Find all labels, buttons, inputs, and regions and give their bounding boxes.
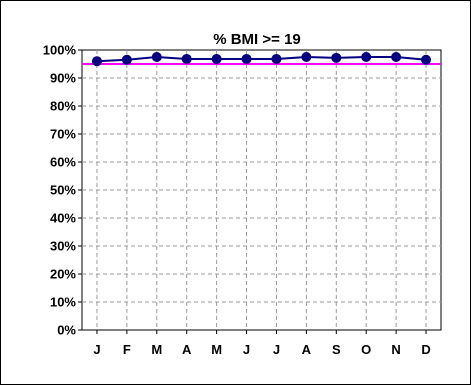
- plot-area: [81, 49, 442, 331]
- data-point: [361, 52, 372, 62]
- y-tick-label: 60%: [50, 155, 76, 170]
- y-tick-label: 40%: [50, 211, 76, 226]
- data-point: [211, 53, 222, 64]
- data-point: [391, 52, 402, 62]
- x-tick-label: S: [332, 342, 341, 357]
- x-tick-label: N: [391, 342, 400, 357]
- data-point: [181, 53, 192, 64]
- x-tick-label: A: [182, 342, 192, 357]
- axes: 0% 10% 20% 30% 40% 50% 60% 70% 80% 90% 100% J F M A M J J…: [43, 43, 431, 358]
- y-tick-label: 10%: [50, 295, 76, 310]
- data-point: [121, 54, 132, 65]
- data-point: [331, 52, 342, 63]
- x-tick-label: D: [421, 342, 430, 357]
- y-tick-label: 0%: [57, 323, 76, 338]
- y-tick-label: 70%: [50, 127, 76, 142]
- y-tick-label: 20%: [50, 267, 76, 282]
- y-tick-label: 30%: [50, 239, 76, 254]
- data-point: [421, 54, 432, 65]
- data-point: [301, 52, 312, 62]
- x-tick-label: M: [211, 342, 222, 357]
- grid-lines: [82, 50, 441, 330]
- x-tick-label: M: [151, 342, 162, 357]
- y-tick-label: 80%: [50, 99, 76, 114]
- data-point: [151, 52, 162, 62]
- y-tick-label: 90%: [50, 71, 76, 86]
- data-point: [91, 56, 102, 67]
- chart-title: % BMI >= 19: [213, 31, 301, 48]
- x-tick-label: A: [302, 342, 312, 357]
- y-tick-label: 50%: [50, 183, 76, 198]
- series-group: [91, 52, 432, 67]
- x-tick-label: J: [243, 342, 250, 357]
- x-tick-label: F: [123, 342, 131, 357]
- x-tick-label: J: [93, 342, 100, 357]
- x-tick-label: J: [273, 342, 280, 357]
- y-tick-label: 100%: [43, 43, 77, 58]
- data-point: [241, 53, 252, 64]
- data-point: [271, 53, 282, 64]
- x-tick-label: O: [361, 342, 371, 357]
